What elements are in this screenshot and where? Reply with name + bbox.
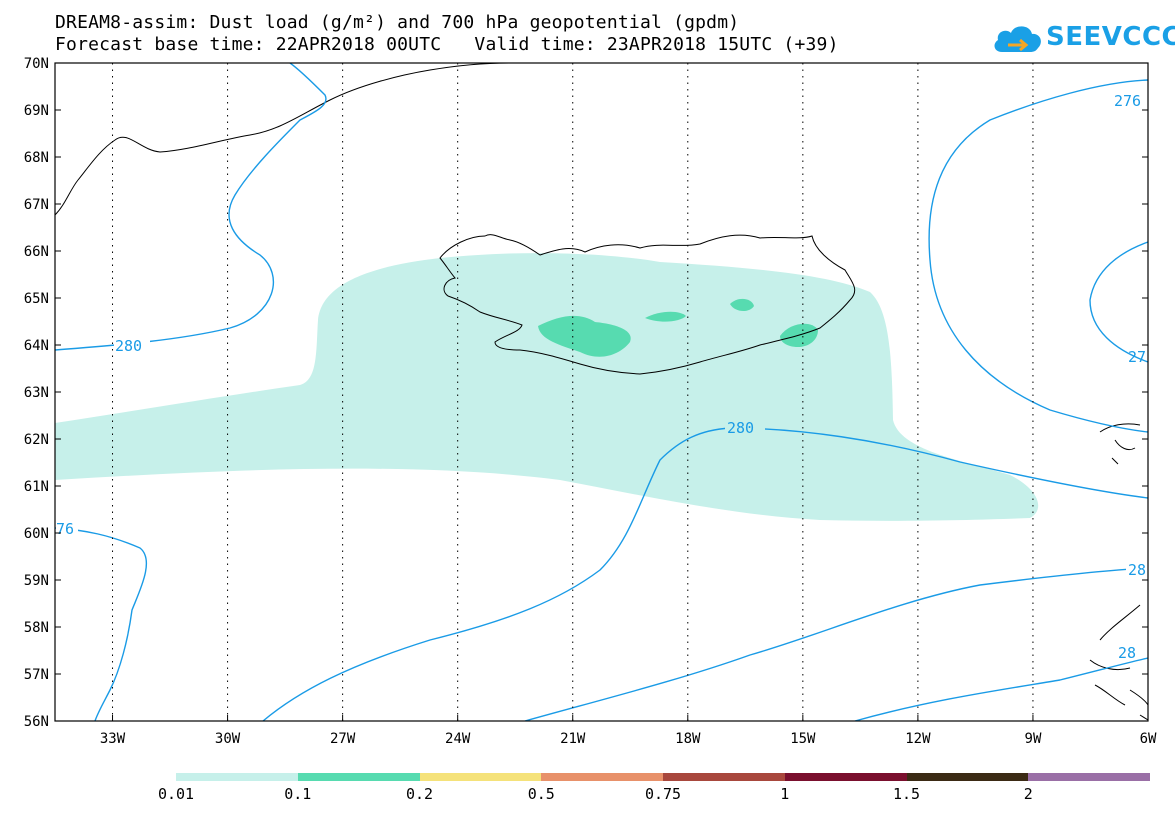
colorbar-segment: [784, 773, 907, 781]
greenland-coast: [55, 63, 511, 216]
lon-tick-label: 33W: [100, 731, 126, 747]
colorbar-segment: [906, 773, 1029, 781]
lon-tick-label: 6W: [1140, 731, 1157, 747]
scotland-coast: [1089, 604, 1148, 721]
faroe-coast: [1099, 423, 1141, 465]
colorbar-label: 0.2: [405, 785, 434, 803]
dust-patch-0.1-east: [730, 298, 754, 312]
contour-276-northeast: [928, 79, 1148, 433]
lon-tick-label: 24W: [445, 731, 471, 747]
iceland-coast: [439, 234, 856, 375]
contour-label: 28: [1118, 644, 1136, 662]
lat-tick-label: 62N: [24, 432, 49, 448]
contour-276-east: [1089, 241, 1148, 363]
colorbar-label: 1.5: [892, 785, 921, 803]
colorbar-segment: [663, 773, 785, 781]
lat-tick-label: 60N: [24, 526, 49, 542]
latitude-labels: 70N 69N 68N 67N 66N 65N 64N 63N 62N 61N 60N 59N 58N 5…: [24, 56, 49, 730]
lat-tick-label: 59N: [24, 573, 49, 589]
contour-280-middle: [262, 427, 1148, 721]
colorbar-label: 2: [1023, 785, 1033, 803]
colorbar-label: 1: [780, 785, 790, 803]
lat-tick-label: 70N: [24, 56, 49, 72]
longitude-labels: 33W 30W 27W 24W 21W 18W 15W 12W 9W 6W: [100, 731, 1157, 747]
contour-label: 27: [1128, 348, 1146, 366]
colorbar-label: 0.1: [284, 785, 312, 803]
contour-276-southwest: [55, 527, 148, 721]
lat-tick-label: 68N: [24, 150, 49, 166]
contour-label: 280: [727, 419, 754, 437]
colorbar-segment: [419, 773, 542, 781]
contour-280-south: [524, 567, 1148, 721]
contour-labels: 276 280 280 27 76 28 28: [56, 92, 1148, 662]
dust-patch-0.1-center: [645, 311, 686, 322]
contour-south-east: [854, 657, 1148, 721]
lon-tick-label: 30W: [215, 731, 241, 747]
map-title: DREAM8-assim: Dust load (g/m²) and 700 h…: [55, 12, 740, 33]
lon-tick-label: 12W: [905, 731, 931, 747]
lat-tick-label: 57N: [24, 667, 49, 683]
dust-patch-0.1-west: [538, 315, 631, 357]
lat-tick-label: 67N: [24, 197, 49, 213]
colorbar-segment: [297, 773, 420, 781]
lon-tick-label: 18W: [675, 731, 701, 747]
lat-tick-label: 69N: [24, 103, 49, 119]
contour-label: 28: [1128, 561, 1146, 579]
dust-area-0.01: [55, 253, 1039, 521]
axis-ticks: [55, 62, 1149, 722]
lon-tick-label: 9W: [1025, 731, 1042, 747]
lat-tick-label: 58N: [24, 620, 49, 636]
lat-tick-label: 66N: [24, 244, 49, 260]
colorbar-segment: [176, 773, 298, 781]
contour-label: 276: [1114, 92, 1141, 110]
colorbar-label: 0.75: [644, 785, 682, 803]
colorbar-label: 0.01: [157, 785, 195, 803]
lat-tick-label: 63N: [24, 385, 49, 401]
lat-tick-label: 65N: [24, 291, 49, 307]
lon-tick-label: 21W: [560, 731, 586, 747]
colorbar-segment: [541, 773, 664, 781]
colorbar-label: 0.5: [527, 785, 555, 803]
contour-280-west: [55, 63, 327, 351]
lon-tick-label: 27W: [330, 731, 356, 747]
map-subtitle: Forecast base time: 22APR2018 00UTC Vali…: [55, 34, 839, 55]
contour-label: 76: [56, 520, 74, 538]
lat-tick-label: 64N: [24, 338, 49, 354]
cloud-logo-icon: [994, 26, 1041, 52]
seevccc-logo: SEEVCCC: [990, 18, 1175, 58]
colorbar-segment: [1028, 773, 1151, 781]
lat-tick-label: 56N: [24, 714, 49, 730]
lon-tick-label: 15W: [790, 731, 816, 747]
logo-text: SEEVCCC: [1046, 22, 1175, 52]
lat-tick-label: 61N: [24, 479, 49, 495]
contour-label: 280: [115, 337, 142, 355]
map-layers: 276 280 280 27 76 28 28: [55, 63, 1148, 721]
geopotential-contours: [55, 63, 1148, 721]
